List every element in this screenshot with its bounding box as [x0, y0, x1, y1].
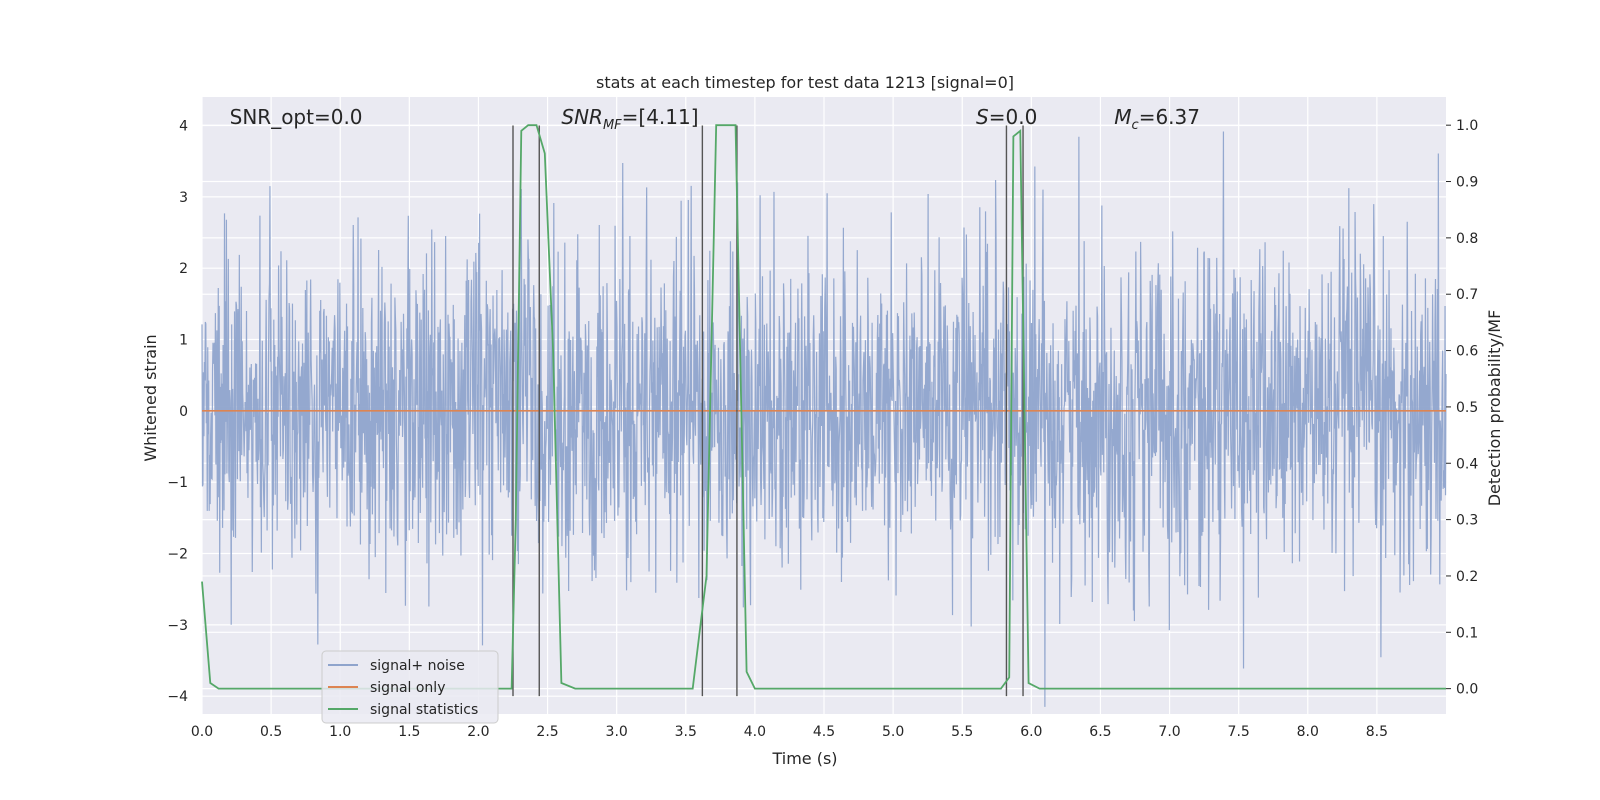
x-tick-label: 3.0	[606, 724, 628, 740]
annotation-3: Mc=6.37	[1114, 105, 1200, 133]
annotations: SNR_opt=0.0 SNRMF=[4.11] S=0.0 Mc=6.37	[230, 105, 1200, 133]
x-tick-label: 7.0	[1158, 724, 1180, 740]
annotation-2: S=0.0	[976, 105, 1037, 129]
legend-box	[321, 650, 499, 724]
y-axis-right-ticks: 1.0 0.9 0.8 0.7 0.6 0.5 0.4 0.3 0.2 0.1 0.0	[1446, 118, 1478, 698]
legend: signal+ noise signal only signal statistic…	[321, 650, 499, 724]
x-tick-label: 4.0	[744, 724, 766, 740]
y-axis-left-ticks: 4 3 2 1 0 −1 −2 −3 −4	[167, 119, 188, 706]
y-left-tick-label: 3	[179, 190, 188, 206]
x-axis-ticks: 0.0 0.5 1.0 1.5 2.0 2.5 3.0 3.5 4.0 4.5 5.0 5.5 6.0 6…	[191, 724, 1388, 740]
y-right-tick-label: 0.2	[1456, 569, 1478, 585]
x-tick-label: 6.0	[1020, 724, 1042, 740]
chart-title: stats at each timestep for test data 121…	[596, 73, 1014, 92]
signal-statistics-line	[201, 124, 1446, 690]
annotation-1: SNRMF=[4.11]	[561, 105, 698, 133]
x-tick-label: 6.5	[1089, 724, 1111, 740]
y-right-tick-label: 0.3	[1456, 513, 1478, 529]
y-left-tick-label: 4	[179, 119, 188, 135]
x-tick-label: 8.5	[1366, 724, 1388, 740]
x-tick-label: 3.5	[675, 724, 697, 740]
legend-entry: signal+ noise	[370, 658, 465, 674]
x-tick-label: 0.5	[260, 724, 282, 740]
y-right-tick-label: 0.9	[1456, 175, 1478, 191]
y-left-tick-label: −2	[167, 547, 188, 563]
x-tick-label: 5.5	[951, 724, 973, 740]
x-tick-label: 5.0	[882, 724, 904, 740]
y-right-tick-label: 0.0	[1456, 682, 1478, 698]
y-right-tick-label: 0.1	[1456, 625, 1478, 641]
x-tick-label: 7.5	[1228, 724, 1250, 740]
y-right-tick-label: 1.0	[1456, 118, 1478, 134]
y-right-tick-label: 0.7	[1456, 287, 1478, 303]
series-signal-noise	[201, 131, 1447, 707]
series-signal-statistics	[201, 124, 1446, 690]
x-tick-label: 1.5	[398, 724, 420, 740]
y-right-tick-label: 0.4	[1456, 456, 1478, 472]
y-axis-left-label: Whitened strain	[141, 334, 160, 461]
x-tick-label: 4.5	[813, 724, 835, 740]
y-left-tick-label: 2	[179, 261, 188, 277]
y-right-tick-label: 0.5	[1456, 400, 1478, 416]
x-tick-label: 2.0	[467, 724, 489, 740]
y-left-tick-label: 1	[179, 333, 188, 349]
x-tick-label: 2.5	[536, 724, 558, 740]
y-axis-right-label: Detection probability/MF	[1485, 310, 1504, 507]
legend-entry: signal only	[370, 680, 445, 696]
y-right-tick-label: 0.8	[1456, 231, 1478, 247]
x-axis-label: Time (s)	[771, 749, 837, 768]
noise-line	[201, 131, 1447, 707]
legend-entry: signal statistics	[370, 702, 478, 718]
x-tick-label: 8.0	[1297, 724, 1319, 740]
y-left-tick-label: −1	[167, 475, 188, 491]
y-right-tick-label: 0.6	[1456, 344, 1478, 360]
annotation-0: SNR_opt=0.0	[230, 105, 363, 129]
x-tick-label: 1.0	[329, 724, 351, 740]
y-left-tick-label: −3	[167, 618, 188, 634]
y-left-tick-label: −4	[167, 689, 188, 705]
vertical-markers	[512, 125, 1024, 697]
x-tick-label: 0.0	[191, 724, 213, 740]
y-left-tick-label: 0	[179, 404, 188, 420]
